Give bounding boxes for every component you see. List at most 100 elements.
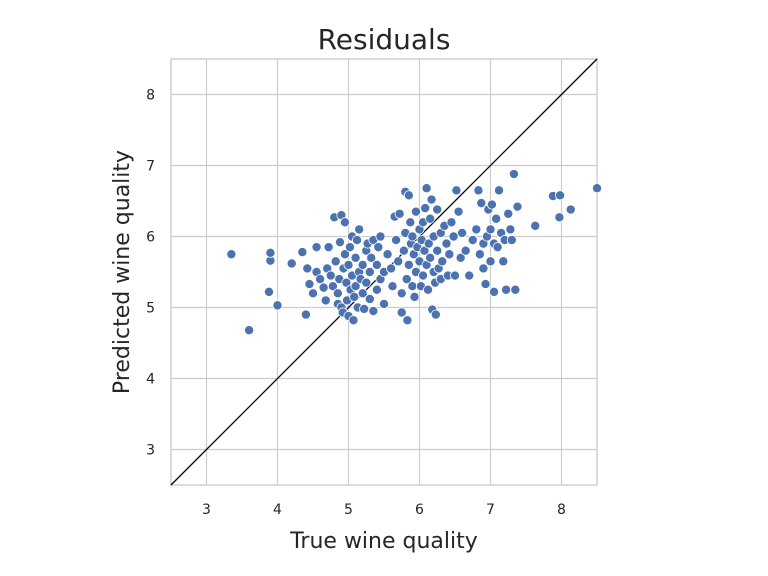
- y-axis-label: Predicted wine quality: [110, 150, 135, 394]
- scatter-point: [244, 325, 255, 336]
- scatter-point: [407, 231, 418, 242]
- scatter-point: [300, 309, 311, 320]
- scatter-point: [489, 286, 500, 297]
- scatter-point: [430, 309, 441, 320]
- scatter-point: [375, 231, 386, 242]
- scatter-point: [530, 220, 541, 231]
- scatter-point: [512, 201, 523, 212]
- scatter-point: [421, 183, 432, 194]
- scatter-point: [339, 217, 350, 228]
- scatter-point: [320, 295, 331, 306]
- scatter-points: [226, 169, 603, 336]
- scatter-point: [407, 281, 418, 292]
- scatter-point: [364, 293, 375, 304]
- scatter-point: [486, 199, 497, 210]
- scatter-point: [485, 256, 496, 267]
- x-axis-label: True wine quality: [289, 529, 478, 554]
- scatter-point: [318, 282, 329, 293]
- scatter-point: [426, 194, 437, 205]
- scatter-point: [425, 213, 436, 224]
- scatter-point: [491, 213, 502, 224]
- x-tick-label: 3: [202, 502, 211, 518]
- scatter-point: [464, 270, 475, 281]
- scatter-point: [350, 252, 361, 263]
- scatter-point: [418, 270, 429, 281]
- scatter-point: [394, 208, 405, 219]
- scatter-point: [263, 286, 274, 297]
- scatter-point: [272, 300, 283, 311]
- scatter-point: [455, 252, 466, 263]
- scatter-point: [393, 256, 404, 267]
- scatter-point: [480, 279, 491, 290]
- scatter-point: [315, 274, 326, 285]
- scatter-point: [410, 206, 421, 217]
- scatter-point: [344, 242, 355, 253]
- scatter-point: [286, 258, 297, 269]
- scatter-point: [476, 198, 487, 209]
- y-tick-label: 5: [146, 301, 155, 317]
- scatter-point: [457, 227, 468, 238]
- scatter-point: [420, 203, 431, 214]
- scatter-point: [391, 235, 402, 246]
- scatter-point: [592, 183, 603, 194]
- scatter-point: [386, 263, 397, 274]
- scatter-point: [364, 266, 375, 277]
- scatter-point: [327, 281, 338, 292]
- scatter-point: [396, 288, 407, 299]
- scatter-point: [373, 242, 384, 253]
- x-tick-labels: 3 4 5 6 7 8: [202, 502, 566, 518]
- scatter-point: [485, 224, 496, 235]
- scatter-point: [323, 242, 334, 253]
- scatter-point: [446, 217, 457, 228]
- scatter-point: [448, 231, 459, 242]
- scatter-point: [366, 252, 377, 263]
- scatter-point: [334, 237, 345, 248]
- scatter-point: [432, 245, 443, 256]
- scatter-point: [555, 190, 566, 201]
- x-tick-label: 7: [486, 502, 495, 518]
- scatter-point: [401, 274, 412, 285]
- y-tick-labels: 3 4 5 6 7 8: [146, 88, 155, 459]
- scatter-point: [503, 208, 514, 219]
- scatter-point: [565, 204, 576, 215]
- scatter-point: [444, 249, 455, 260]
- scatter-point: [501, 284, 512, 295]
- scatter-point: [398, 245, 409, 256]
- scatter-point: [405, 217, 416, 228]
- scatter-point: [505, 224, 516, 235]
- scatter-point: [382, 249, 393, 260]
- scatter-point: [494, 185, 505, 196]
- scatter-point: [451, 185, 462, 196]
- y-tick-label: 8: [146, 88, 155, 104]
- scatter-point: [403, 259, 414, 270]
- scatter-point: [498, 256, 509, 267]
- scatter-point: [304, 279, 315, 290]
- scatter-point: [473, 185, 484, 196]
- scatter-point: [357, 288, 368, 299]
- scatter-point: [357, 259, 368, 270]
- scatter-point: [510, 284, 521, 295]
- scatter-point: [474, 249, 485, 260]
- scatter-point: [403, 190, 414, 201]
- scatter-point: [449, 270, 460, 281]
- scatter-point: [339, 249, 350, 260]
- scatter-point: [361, 277, 372, 288]
- scatter-point: [506, 235, 517, 246]
- scatter-point: [387, 281, 398, 292]
- y-tick-label: 6: [146, 230, 155, 246]
- scatter-point: [302, 263, 313, 274]
- x-tick-label: 4: [273, 502, 282, 518]
- x-tick-label: 5: [344, 502, 353, 518]
- scatter-point: [478, 263, 489, 274]
- scatter-point: [409, 291, 420, 302]
- scatter-point: [492, 242, 503, 253]
- scatter-point: [402, 315, 413, 326]
- scatter-point: [297, 247, 308, 258]
- scatter-point: [368, 306, 379, 317]
- scatter-point: [467, 235, 478, 246]
- y-tick-label: 7: [146, 159, 155, 175]
- scatter-point: [371, 284, 382, 295]
- x-tick-label: 8: [557, 502, 566, 518]
- scatter-point: [432, 204, 443, 215]
